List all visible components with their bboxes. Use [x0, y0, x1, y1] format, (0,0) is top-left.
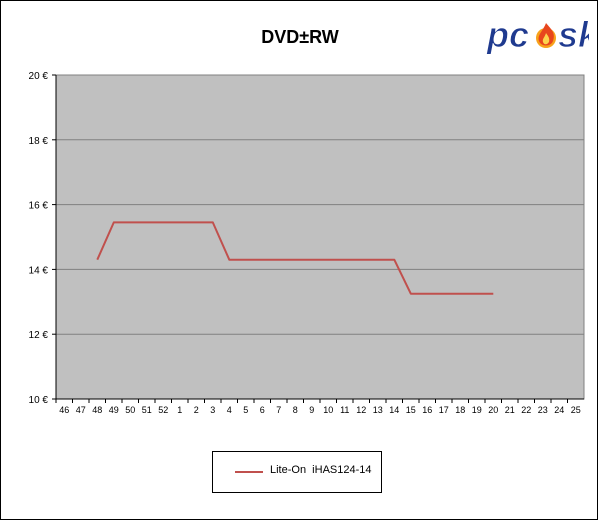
- x-tick-label: 16: [422, 405, 432, 415]
- x-tick-label: 19: [472, 405, 482, 415]
- x-tick-label: 17: [439, 405, 449, 415]
- x-tick-label: 12: [356, 405, 366, 415]
- legend-label: Lite-On iHAS124-14: [270, 464, 372, 476]
- y-tick-label: 20 €: [29, 71, 49, 82]
- x-tick-label: 13: [373, 405, 383, 415]
- x-tick-label: 11: [340, 405, 349, 415]
- x-tick-label: 20: [488, 405, 498, 415]
- y-tick-label: 18 €: [29, 136, 49, 147]
- x-tick-label: 15: [406, 405, 416, 415]
- x-tick-label: 50: [125, 405, 135, 415]
- x-tick-label: 24: [554, 405, 564, 415]
- x-tick-label: 47: [76, 405, 86, 415]
- y-tick-label: 16 €: [29, 201, 49, 212]
- chart-title: DVD±RW: [261, 27, 339, 47]
- y-tick-label: 14 €: [29, 265, 49, 276]
- x-tick-label: 18: [455, 405, 465, 415]
- svg-text:sk: sk: [558, 14, 589, 55]
- x-tick-label: 14: [389, 405, 399, 415]
- x-tick-label: 4: [227, 405, 232, 415]
- x-tick-label: 7: [276, 405, 281, 415]
- x-tick-label: 1: [177, 405, 182, 415]
- x-tick-label: 5: [243, 405, 248, 415]
- series-line-0: [96, 221, 494, 295]
- legend-swatch: [235, 471, 263, 473]
- x-tick-label: 6: [260, 405, 265, 415]
- pctuning-logo: pcusk pc sk: [486, 14, 590, 56]
- x-tick-label: 8: [293, 405, 298, 415]
- y-tick-label: 12 €: [29, 330, 49, 341]
- x-tick-label: 52: [158, 405, 168, 415]
- x-tick-label: 2: [194, 405, 199, 415]
- x-tick-label: 3: [210, 405, 215, 415]
- svg-text:pc: pc: [486, 14, 529, 55]
- legend: Lite-On iHAS124-14: [212, 451, 382, 493]
- x-tick-label: 49: [109, 405, 119, 415]
- x-tick-label: 9: [309, 405, 314, 415]
- x-tick-label: 22: [521, 405, 531, 415]
- x-tick-label: 51: [142, 405, 152, 415]
- x-tick-label: 21: [505, 405, 515, 415]
- x-tick-label: 25: [571, 405, 581, 415]
- x-tick-label: 46: [59, 405, 69, 415]
- plot-background: [55, 74, 585, 400]
- y-tick-label: 10 €: [29, 395, 49, 406]
- x-tick-label: 23: [538, 405, 548, 415]
- x-tick-label: 48: [92, 405, 102, 415]
- x-tick-label: 10: [323, 405, 333, 415]
